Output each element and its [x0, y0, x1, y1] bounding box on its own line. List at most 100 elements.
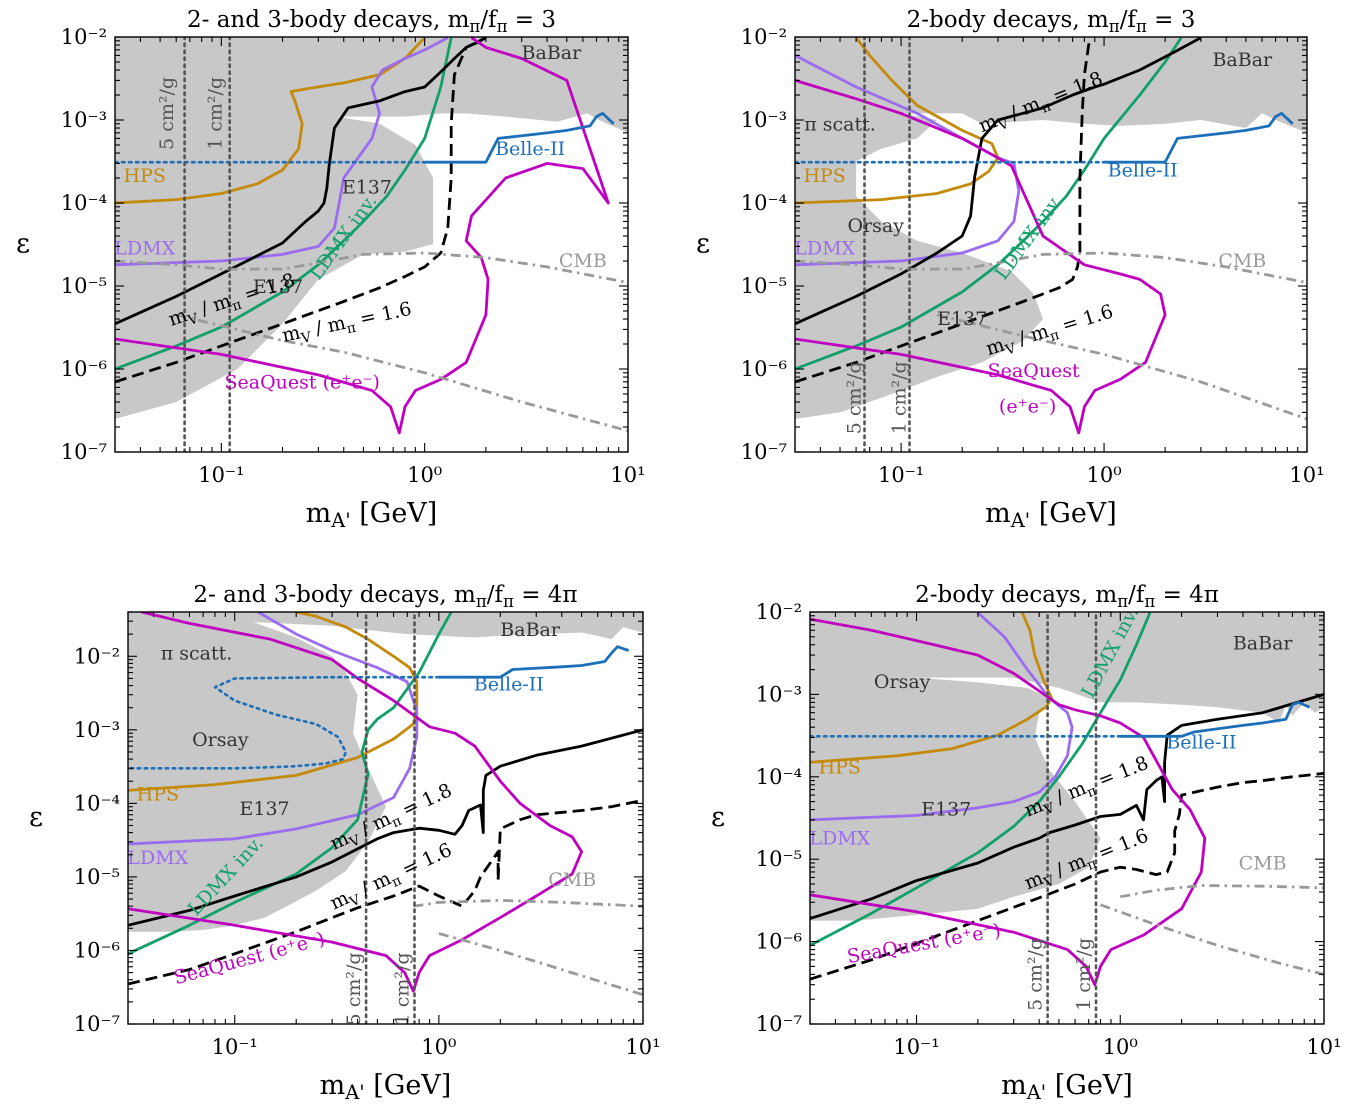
curve-label: Belle-II: [1166, 732, 1236, 754]
series-ldmx-inv: [115, 37, 453, 371]
curve-label: Belle-II: [1108, 159, 1178, 181]
curve-label: 1 cm²/g: [1073, 938, 1095, 1011]
series-cmb-falling: [936, 313, 1307, 421]
y-tick-label: 10⁻²: [756, 600, 802, 624]
y-tick-label: 10⁻²: [61, 25, 107, 49]
series-ldmx-inv: [810, 612, 1152, 947]
series-m-v-m-1-8: [115, 37, 487, 326]
region-babar: [810, 612, 1324, 723]
series-belle-ii: [1120, 701, 1311, 738]
region-label: Orsay: [192, 729, 249, 751]
x-tick-label: 10⁻¹: [878, 463, 924, 487]
region-babar: [128, 612, 643, 640]
curve-label: Belle-II: [474, 674, 544, 696]
series-ldmx-inv: [795, 37, 1183, 371]
series-cmb: [413, 899, 643, 908]
curve-label: mV​ / mπ​ = 1.6: [280, 298, 414, 351]
series-cmb-falling: [1100, 903, 1324, 976]
series-cmb: [115, 251, 628, 284]
region-label: E137: [937, 308, 987, 330]
series-hps: [810, 612, 1053, 764]
region-label: π scatt.: [161, 643, 233, 665]
curve-label: SeaQuest: [988, 360, 1080, 382]
y-axis-label: ε: [29, 802, 43, 833]
region-orsay-e137: [810, 677, 1101, 921]
region-label: BaBar: [500, 619, 561, 641]
series-m-v-m-1-6: [128, 798, 643, 986]
curve-label: 1 cm²/g: [204, 77, 226, 150]
region-label: π scatt.: [804, 113, 876, 135]
y-tick-label: 10⁻⁴: [756, 765, 802, 789]
y-tick-label: 10⁻⁷: [61, 440, 107, 464]
series-cmb: [1120, 884, 1324, 899]
y-tick-label: 10⁻⁷: [74, 1012, 120, 1036]
series-hps: [128, 612, 419, 792]
series-cmb-falling: [175, 313, 628, 433]
series-ldmx: [128, 612, 419, 846]
y-tick-label: 10⁻³: [74, 718, 120, 742]
x-axis-label: mA'​ [GeV]: [1001, 1070, 1133, 1104]
curve-label: 5 cm²/g: [156, 77, 178, 150]
curve-label: mV​ / mπ​ = 1.8: [327, 779, 457, 858]
curve-label: CMB: [559, 250, 607, 272]
series-belle-ii: [424, 112, 615, 164]
chart-title: 2- and 3-body decays, mπ​/fπ​ = 3: [187, 7, 556, 36]
series-hps: [795, 37, 1000, 205]
x-tick-label: 10¹: [1306, 1035, 1341, 1059]
y-tick-label: 10⁻⁶: [74, 938, 120, 962]
region-label: E137: [921, 798, 971, 820]
region-label: E137: [342, 177, 392, 199]
series-m-v-m-1-8: [795, 37, 1202, 326]
x-axis-label: mA'​ [GeV]: [320, 1070, 452, 1104]
curve-label: LDMX: [794, 237, 855, 259]
axes-frame: [114, 36, 629, 453]
curve-label: Belle-II: [495, 138, 565, 160]
x-tick-label: 10⁻¹: [198, 463, 244, 487]
region-babar: [115, 37, 628, 133]
curve-label: SeaQuest (e⁺e⁻): [845, 919, 1002, 968]
series-belle-ii-projected: [128, 675, 441, 770]
curve-label: SeaQuest (e⁺e⁻): [171, 928, 327, 989]
y-tick-label: 10⁻⁵: [74, 865, 120, 889]
x-tick-label: 10¹: [1289, 463, 1324, 487]
curve-label: 5 cm²/g: [843, 361, 865, 434]
y-tick-label: 10⁻⁶: [61, 357, 107, 381]
region-label: BaBar: [1212, 49, 1273, 71]
y-tick-label: 10⁻⁵: [741, 274, 787, 298]
axes-frame: [127, 611, 644, 1025]
axes-frame: [794, 36, 1308, 453]
region-label: Orsay: [874, 671, 931, 693]
x-axis-label: mA'​ [GeV]: [306, 498, 438, 532]
y-tick-label: 10⁻²: [74, 644, 120, 668]
region-label: E137: [253, 276, 303, 298]
curve-label: SeaQuest (e⁺e⁻): [225, 372, 380, 394]
series-m-v-m-1-8: [128, 728, 643, 927]
curve-label: LDMX: [809, 828, 870, 850]
curve-label: CMB: [1218, 250, 1266, 272]
chart-title: 2-body decays, mπ​/fπ​ = 3: [907, 7, 1196, 36]
series-ldmx: [810, 612, 1074, 822]
curve-label: 5 cm²/g: [343, 952, 365, 1025]
series-seaquest-e-e: [128, 612, 583, 993]
chart-title: 2-body decays, mπ​/fπ​ = 4π: [915, 582, 1219, 611]
y-tick-label: 10⁻³: [741, 108, 787, 132]
region-label: E137: [239, 798, 289, 820]
y-axis-label: ε: [696, 229, 710, 260]
x-tick-label: 10⁰: [421, 1035, 456, 1059]
x-tick-label: 10⁻¹: [893, 1035, 939, 1059]
y-tick-label: 10⁻⁶: [756, 930, 802, 954]
y-tick-label: 10⁻³: [61, 108, 107, 132]
x-tick-label: 10⁻¹: [212, 1035, 258, 1059]
series-belle-ii: [1104, 112, 1294, 164]
curve-label: HPS: [803, 165, 845, 187]
region-label: BaBar: [1233, 633, 1294, 655]
curve-label: LDMX: [114, 237, 175, 259]
y-tick-label: 10⁻²: [741, 25, 787, 49]
